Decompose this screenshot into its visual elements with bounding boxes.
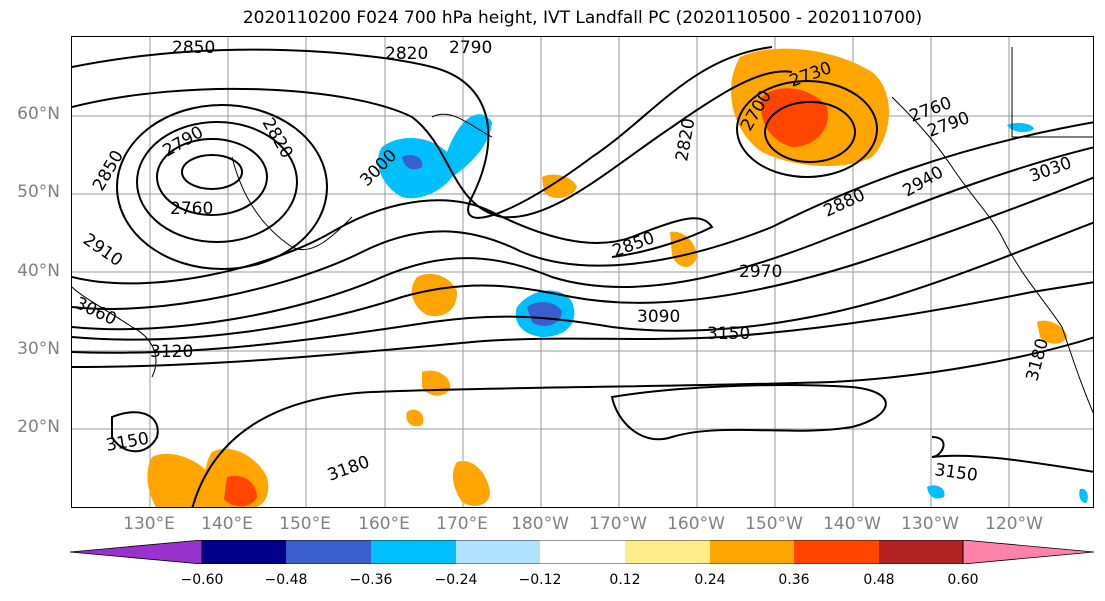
lat-label: 60°N xyxy=(17,104,60,124)
colorbar-tick: 0.48 xyxy=(863,572,895,588)
ivt-shading xyxy=(147,48,1088,507)
ivt-positive-west-pacific xyxy=(147,453,218,507)
colorbar-tick: 0.60 xyxy=(947,572,979,588)
contour-label: 2820 xyxy=(258,115,297,162)
lon-label: 120°W xyxy=(985,514,1043,534)
contour-label: 2790 xyxy=(449,38,492,58)
contour-label: 3180 xyxy=(1023,336,1054,383)
contour-label: 2970 xyxy=(739,262,782,282)
lon-label: 170°E xyxy=(436,514,488,534)
lon-label: 150°E xyxy=(279,514,331,534)
map-svg: 2850 2820 2790 2790 2820 2850 2760 2910 … xyxy=(72,37,1093,507)
contour-label: 3120 xyxy=(150,342,193,362)
colorbar-tick: 0.24 xyxy=(694,572,726,588)
contour-label: 2910 xyxy=(79,230,126,271)
colorbar-bin xyxy=(794,540,879,564)
contour-label: 2850 xyxy=(172,38,215,58)
map-title: 2020110200 F024 700 hPa height, IVT Land… xyxy=(242,8,923,28)
colorbar-tick: −0.48 xyxy=(264,572,308,588)
contour-label: 2760 xyxy=(170,199,213,219)
map-panel[interactable]: 2850 2820 2790 2790 2820 2850 2760 2910 … xyxy=(71,36,1094,508)
lat-label: 50°N xyxy=(17,182,60,202)
colorbar-tick: −0.24 xyxy=(434,572,478,588)
colorbar-bin xyxy=(710,540,794,564)
colorbar-bin xyxy=(371,540,456,564)
lon-label: 150°W xyxy=(745,514,803,534)
colorbar-tick: −0.12 xyxy=(518,572,562,588)
colorbar-tick: 0.36 xyxy=(778,572,810,588)
lon-label: 140°E xyxy=(201,514,253,534)
lon-label: 130°W xyxy=(901,514,959,534)
contour-label: 3150 xyxy=(933,460,979,486)
height-contours xyxy=(72,46,1093,507)
colorbar-extend-left xyxy=(70,540,203,564)
lon-label: 140°W xyxy=(823,514,881,534)
contour-label: 3060 xyxy=(72,293,120,329)
lon-label: 160°E xyxy=(358,514,410,534)
lat-label: 40°N xyxy=(17,261,60,281)
colorbar-bin xyxy=(540,540,625,564)
lon-label: 160°W xyxy=(667,514,725,534)
contour-label: 3180 xyxy=(325,452,372,486)
colorbar-bin xyxy=(879,540,963,564)
colorbar-tick: 0.12 xyxy=(609,572,641,588)
ivt-negative-kamchatka xyxy=(378,114,492,199)
contour-label: 3090 xyxy=(637,307,680,327)
colorbar-bin xyxy=(625,540,710,564)
lat-label: 30°N xyxy=(17,339,60,359)
coastlines xyxy=(72,47,1093,414)
colorbar xyxy=(70,540,1095,564)
colorbar-extend-right xyxy=(962,540,1095,564)
lat-label: 20°N xyxy=(17,417,60,437)
colorbar-tick: −0.60 xyxy=(180,572,224,588)
lon-label: 180°W xyxy=(511,514,569,534)
ivt-positive-central-pacific xyxy=(411,273,457,317)
contour-label: 2880 xyxy=(821,185,869,221)
lon-label: 170°W xyxy=(589,514,647,534)
colorbar-bin xyxy=(202,540,286,564)
contour-label: 2820 xyxy=(385,44,428,64)
contour-label: 3150 xyxy=(707,324,750,344)
lon-label: 130°E xyxy=(123,514,175,534)
colorbar-tick: −0.36 xyxy=(349,572,393,588)
contour-label: 2850 xyxy=(89,147,128,194)
colorbar-bin xyxy=(286,540,371,564)
contour-label: 2850 xyxy=(610,228,657,262)
colorbar-bin xyxy=(456,540,540,564)
